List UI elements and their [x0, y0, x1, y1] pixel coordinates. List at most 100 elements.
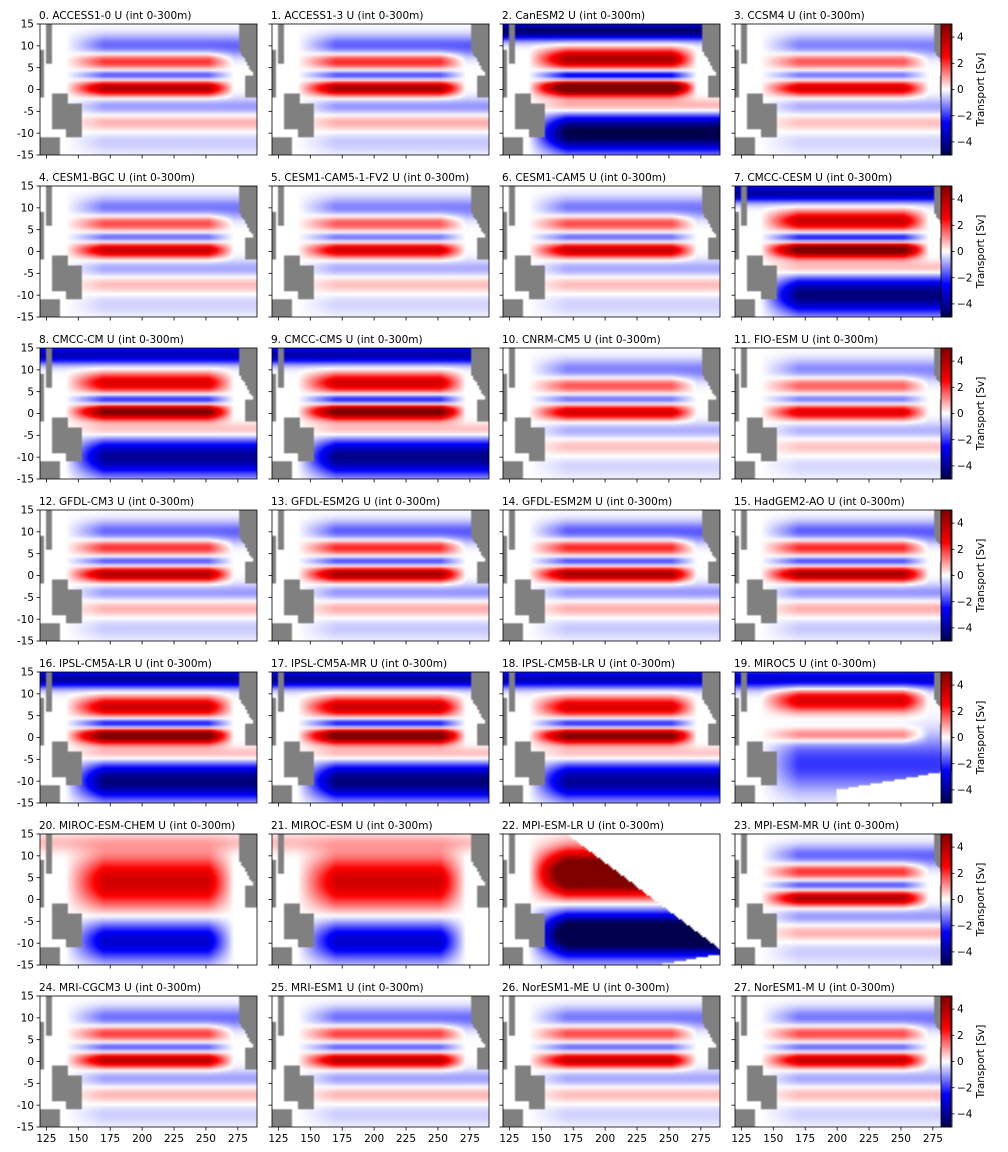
x-tick-label: 150 [763, 1133, 783, 1145]
panel-title: 5. CESM1-CAM5-1-FV2 U (int 0-300m) [271, 172, 469, 184]
colorbar-tick-label: 2 [957, 1030, 964, 1042]
panel-title: 18. IPSL-CM5B-LR U (int 0-300m) [502, 658, 675, 670]
colorbar-tick-label: 2 [957, 220, 964, 232]
panel-title: 13. GFDL-ESM2G U (int 0-300m) [271, 496, 440, 508]
colorbar-tick-label: 0 [957, 246, 964, 258]
panel: 22. MPI-ESM-LR U (int 0-300m) [500, 820, 721, 969]
colorbar-tick-label: −4 [957, 947, 973, 959]
colorbar-tick-label: 0 [957, 1056, 964, 1068]
panel-title: 4. CESM1-BGC U (int 0-300m) [39, 172, 195, 184]
y-tick-label: 5 [27, 386, 34, 398]
heatmap-field [272, 186, 489, 317]
panel-title: 12. GFDL-CM3 U (int 0-300m) [39, 496, 194, 508]
y-tick-label: -10 [17, 614, 34, 626]
panel: 0. ACCESS1-0 U (int 0-300m) -15 -10 -5 0 5 10 1… [17, 10, 257, 162]
y-tick-label: -15 [17, 798, 34, 810]
colorbar-tick-label: −2 [957, 110, 972, 122]
panel-title: 1. ACCESS1-3 U (int 0-300m) [271, 10, 423, 22]
y-tick-label: -15 [17, 474, 34, 486]
colorbar-label: Transport [Sv] [975, 215, 987, 290]
y-tick-label: 15 [21, 667, 34, 679]
y-tick-label: 5 [27, 872, 34, 884]
x-tick-label: 125 [731, 1133, 751, 1145]
colorbar-label: Transport [Sv] [975, 863, 987, 938]
heatmap-field [735, 186, 952, 317]
y-tick-label: 10 [21, 364, 34, 376]
heatmap-field [272, 510, 489, 641]
panel-title: 19. MIROC5 U (int 0-300m) [734, 658, 876, 670]
colorbar-label: Transport [Sv] [975, 539, 987, 614]
heatmap-field [272, 996, 489, 1127]
y-tick-label: 10 [21, 40, 34, 52]
panel: 11. FIO-ESM U (int 0-300m) [732, 334, 953, 483]
panel-title: 21. MIROC-ESM U (int 0-300m) [271, 820, 433, 832]
x-tick-label: 200 [595, 1133, 615, 1145]
heatmap-field [503, 672, 720, 803]
x-tick-label: 175 [100, 1133, 120, 1145]
x-tick-label: 125 [36, 1133, 56, 1145]
x-tick-label: 225 [859, 1133, 879, 1145]
heatmap-field [503, 996, 720, 1127]
colorbar-tick-label: −2 [957, 920, 972, 932]
x-tick-label: 250 [428, 1133, 448, 1145]
x-tick-label: 150 [300, 1133, 320, 1145]
panel-title: 6. CESM1-CAM5 U (int 0-300m) [502, 172, 666, 184]
colorbar-tick-label: −2 [957, 272, 972, 284]
panel-title: 11. FIO-ESM U (int 0-300m) [734, 334, 878, 346]
heatmap-field [735, 348, 952, 479]
heatmap-field [735, 510, 952, 641]
colorbar-tick-label: −4 [957, 137, 973, 149]
colorbar-gradient [941, 24, 951, 155]
heatmap-field [272, 834, 489, 965]
y-tick-label: -10 [17, 452, 34, 464]
x-tick-label: 225 [396, 1133, 416, 1145]
y-tick-label: 15 [21, 991, 34, 1003]
heatmap-field [272, 348, 489, 479]
x-tick-label: 200 [132, 1133, 152, 1145]
colorbar-tick-label: 4 [957, 518, 964, 530]
heatmap-field [40, 510, 257, 641]
colorbar-tick-label: 2 [957, 58, 964, 70]
x-tick-label: 125 [268, 1133, 288, 1145]
colorbar-tick-label: −2 [957, 758, 972, 770]
colorbar-tick-label: 4 [957, 680, 964, 692]
panel-title: 8. CMCC-CM U (int 0-300m) [39, 334, 184, 346]
colorbar-tick-label: 4 [957, 194, 964, 206]
x-tick-label: 150 [68, 1133, 88, 1145]
panel-title: 23. MPI-ESM-MR U (int 0-300m) [734, 820, 899, 832]
colorbar-label: Transport [Sv] [975, 53, 987, 128]
colorbar-label: Transport [Sv] [975, 1025, 987, 1100]
panel-title: 14. GFDL-ESM2M U (int 0-300m) [502, 496, 672, 508]
y-tick-label: 15 [21, 181, 34, 193]
colorbar-tick-label: 2 [957, 544, 964, 556]
x-tick-label: 175 [563, 1133, 583, 1145]
y-tick-label: 15 [21, 505, 34, 517]
y-tick-label: -10 [17, 290, 34, 302]
panel: 23. MPI-ESM-MR U (int 0-300m) [732, 820, 953, 969]
y-tick-label: -5 [24, 106, 34, 118]
colorbar-tick-label: 0 [957, 570, 964, 582]
y-tick-label: 0 [27, 1056, 34, 1068]
panel: 5. CESM1-CAM5-1-FV2 U (int 0-300m) [269, 172, 490, 321]
y-tick-label: 10 [21, 688, 34, 700]
y-tick-label: 0 [27, 570, 34, 582]
panel-title: 25. MRI-ESM1 U (int 0-300m) [271, 982, 424, 994]
y-tick-label: 10 [21, 1012, 34, 1024]
panel: 8. CMCC-CM U (int 0-300m) -15 -10 -5 0 5 10 15 [17, 334, 257, 486]
panel: 3. CCSM4 U (int 0-300m) [732, 10, 953, 159]
x-tick-label: 125 [499, 1133, 519, 1145]
panel-title: 17. IPSL-CM5A-MR U (int 0-300m) [271, 658, 447, 670]
y-tick-label: -15 [17, 636, 34, 648]
x-tick-label: 250 [891, 1133, 911, 1145]
x-tick-label: 175 [332, 1133, 352, 1145]
heatmap-field [503, 186, 720, 317]
colorbar-gradient [941, 348, 951, 479]
heatmap-field [40, 834, 257, 965]
y-tick-label: 5 [27, 710, 34, 722]
colorbar-gradient [941, 996, 951, 1127]
x-tick-label: 275 [923, 1133, 943, 1145]
y-tick-label: -5 [24, 430, 34, 442]
colorbar-tick-label: 0 [957, 84, 964, 96]
y-tick-label: 10 [21, 526, 34, 538]
x-tick-label: 200 [827, 1133, 847, 1145]
